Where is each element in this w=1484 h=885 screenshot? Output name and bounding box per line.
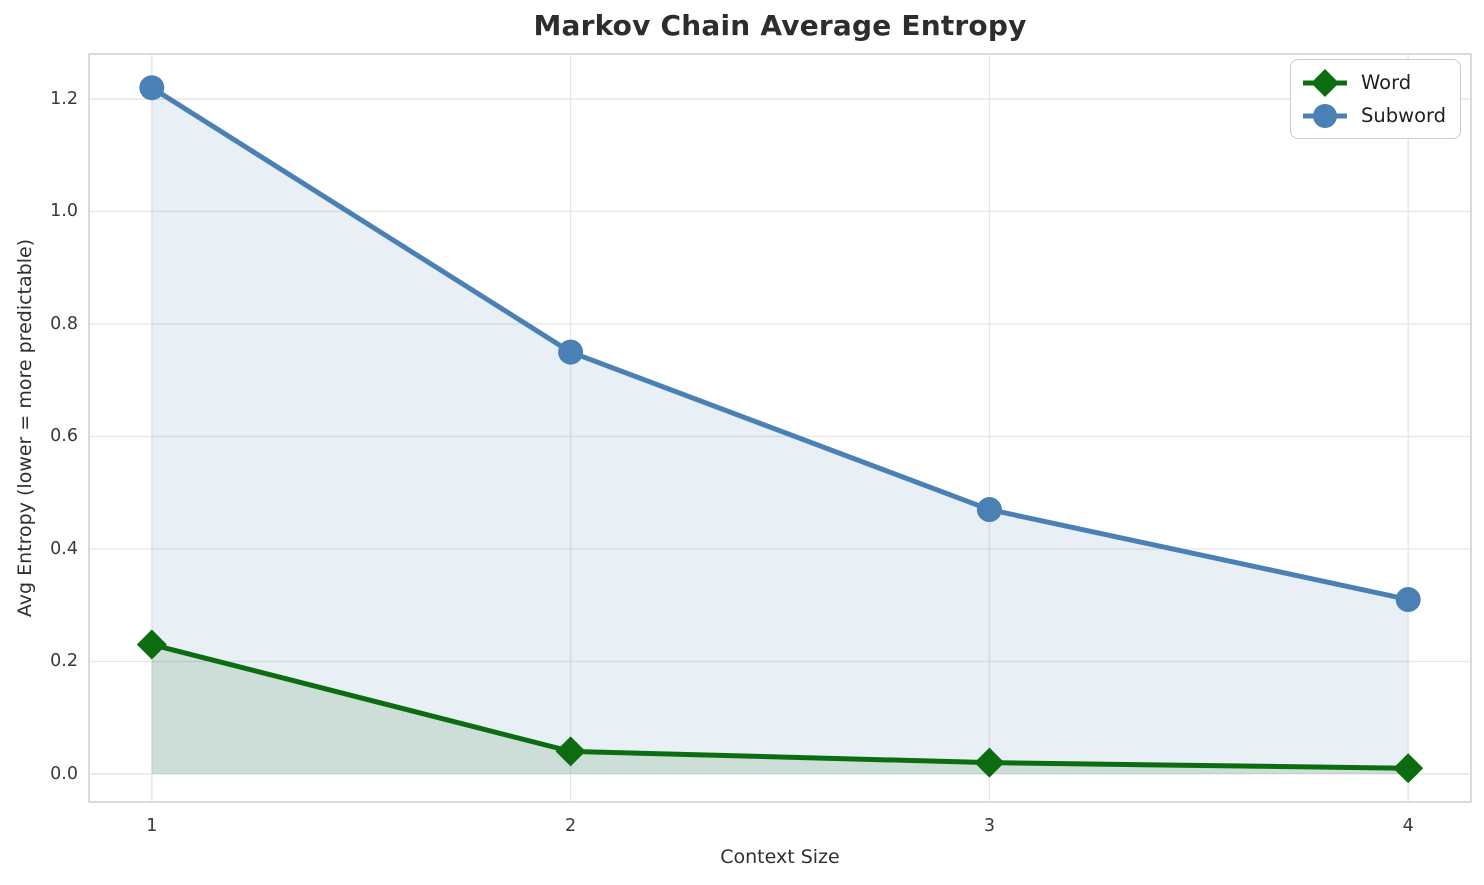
- legend-item-word: Word: [1301, 67, 1446, 98]
- x-tick-label: 1: [146, 816, 158, 836]
- legend: Word Subword: [1290, 59, 1462, 139]
- x-tick-label: 3: [983, 816, 995, 836]
- subword-data-point: [976, 497, 1002, 523]
- y-tick-label: 0.0: [50, 763, 78, 784]
- x-tick-label: 2: [565, 816, 577, 836]
- y-tick-label: 0.6: [50, 426, 78, 447]
- x-tick-label: 4: [1402, 816, 1414, 836]
- legend-item-subword: Subword: [1301, 100, 1446, 131]
- word-data-point: [555, 736, 586, 767]
- plot-border: [88, 53, 1472, 803]
- subword-circle-marker-icon: [1303, 103, 1347, 128]
- y-tick-label: 0.8: [50, 313, 78, 334]
- word-area-fill: [151, 644, 1409, 774]
- subword-data-point: [139, 75, 165, 101]
- y-tick-label: 1.2: [50, 88, 78, 109]
- subword-data-point: [1395, 587, 1421, 613]
- subword-line: [149, 85, 1411, 603]
- legend-label-word: Word: [1361, 71, 1412, 94]
- chart-title: Markov Chain Average Entropy: [533, 9, 1027, 42]
- y-tick-label: 0.2: [50, 651, 78, 672]
- word-data-point: [974, 747, 1005, 778]
- word-data-point: [136, 629, 167, 660]
- y-tick-label: 1.0: [50, 201, 78, 222]
- x-axis-label: Context Size: [720, 846, 840, 868]
- subword-data-point: [558, 339, 584, 365]
- word-data-point: [1393, 753, 1424, 784]
- word-line: [149, 642, 1411, 771]
- word-diamond-marker-icon: [1303, 68, 1347, 97]
- legend-label-subword: Subword: [1361, 104, 1447, 127]
- y-tick-label: 0.4: [50, 538, 78, 559]
- subword-area-fill: [151, 87, 1409, 774]
